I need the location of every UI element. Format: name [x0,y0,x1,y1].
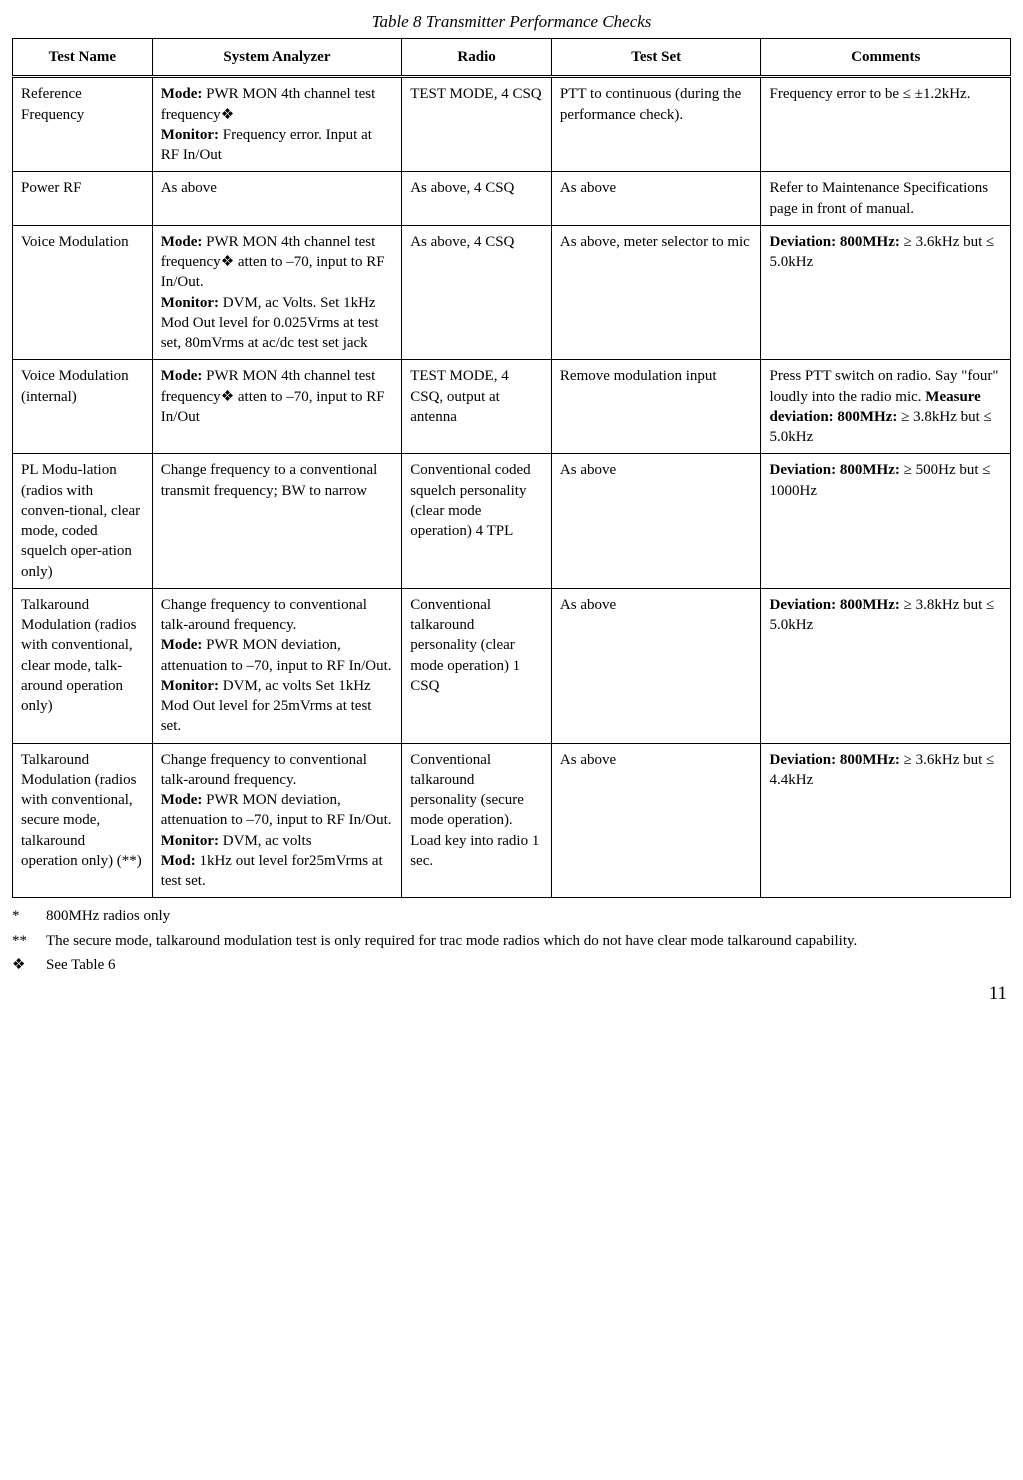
cell-test-set: As above [551,454,761,589]
label-deviation: Deviation: 800MHz: [769,234,899,250]
label-monitor: Monitor: [161,833,219,849]
cell-test-set: As above, meter selector to mic [551,225,761,360]
diamond-icon: ❖ [221,253,234,270]
footnote-mark: ** [12,931,46,951]
cell-comments: Frequency error to be ≤ ±1.2kHz. [761,77,1011,172]
footnote: ** The secure mode, talkaround modulatio… [12,931,1011,951]
cell-radio: Conventional talkaround personality (sec… [402,743,552,898]
table-row: Talkaround Modulation (radios with conve… [13,588,1011,743]
cell-system-analyzer: Change frequency to a conventional trans… [152,454,402,589]
text: DVM, ac volts [219,833,312,849]
page-number: 11 [12,983,1011,1005]
cell-test-set: As above [551,172,761,226]
cell-comments: Deviation: 800MHz: ≥ 3.8kHz but ≤ 5.0kHz [761,588,1011,743]
table-row: Power RF As above As above, 4 CSQ As abo… [13,172,1011,226]
header-comments: Comments [761,39,1011,77]
table-title: Table 8 Transmitter Performance Checks [12,12,1011,32]
cell-test-name: Voice Modulation [13,225,153,360]
label-mode: Mode: [161,86,203,102]
cell-system-analyzer: Mode: PWR MON 4th channel test frequency… [152,360,402,454]
footnote: ❖ See Table 6 [12,955,1011,975]
label-deviation: Deviation: 800MHz: [769,752,899,768]
cell-test-name: PL Modu-lation (radios with conven-tiona… [13,454,153,589]
footnote-text: The secure mode, talkaround modulation t… [46,931,857,951]
footnotes: * 800MHz radios only ** The secure mode,… [12,906,1011,975]
footnote: * 800MHz radios only [12,906,1011,926]
cell-radio: Conventional talkaround personality (cle… [402,588,552,743]
diamond-icon: ❖ [221,388,234,405]
cell-radio: As above, 4 CSQ [402,225,552,360]
cell-system-analyzer: Mode: PWR MON 4th channel test frequency… [152,225,402,360]
label-mod: Mod: [161,853,196,869]
cell-radio: TEST MODE, 4 CSQ [402,77,552,172]
cell-test-set: As above [551,743,761,898]
table-row: PL Modu-lation (radios with conven-tiona… [13,454,1011,589]
label-monitor: Monitor: [161,678,219,694]
cell-test-set: PTT to continuous (during the performanc… [551,77,761,172]
cell-comments: Deviation: 800MHz: ≥ 3.6kHz but ≤ 4.4kHz [761,743,1011,898]
label-mode: Mode: [161,234,203,250]
cell-comments: Deviation: 800MHz: ≥ 500Hz but ≤ 1000Hz [761,454,1011,589]
cell-radio: As above, 4 CSQ [402,172,552,226]
header-radio: Radio [402,39,552,77]
label-mode: Mode: [161,792,203,808]
table-row: Reference Frequency Mode: PWR MON 4th ch… [13,77,1011,172]
label-mode: Mode: [161,368,203,384]
cell-radio: Conventional coded squelch personality (… [402,454,552,589]
label-monitor: Monitor: [161,295,219,311]
table-row: Voice Modulation (internal) Mode: PWR MO… [13,360,1011,454]
cell-test-name: Talkaround Modulation (radios with conve… [13,743,153,898]
cell-test-name: Reference Frequency [13,77,153,172]
footnote-mark: ❖ [12,955,46,975]
label-deviation: Deviation: 800MHz: [769,597,899,613]
cell-system-analyzer: Change frequency to conventional talk-ar… [152,588,402,743]
cell-test-name: Talkaround Modulation (radios with conve… [13,588,153,743]
table-row: Talkaround Modulation (radios with conve… [13,743,1011,898]
cell-test-name: Voice Modulation (internal) [13,360,153,454]
cell-test-set: As above [551,588,761,743]
cell-comments: Refer to Maintenance Specifications page… [761,172,1011,226]
text: Change frequency to conventional talk-ar… [161,750,394,791]
performance-checks-table: Test Name System Analyzer Radio Test Set… [12,38,1011,898]
cell-comments: Press PTT switch on radio. Say "four" lo… [761,360,1011,454]
diamond-icon: ❖ [221,106,234,123]
cell-system-analyzer: Mode: PWR MON 4th channel test frequency… [152,77,402,172]
footnote-text: 800MHz radios only [46,906,170,926]
footnote-text: See Table 6 [46,955,116,975]
header-test-name: Test Name [13,39,153,77]
cell-system-analyzer: Change frequency to conventional talk-ar… [152,743,402,898]
label-mode: Mode: [161,637,203,653]
cell-radio: TEST MODE, 4 CSQ, output at antenna [402,360,552,454]
text: Change frequency to conventional talk-ar… [161,595,394,636]
label-monitor: Monitor: [161,127,219,143]
table-row: Voice Modulation Mode: PWR MON 4th chann… [13,225,1011,360]
cell-test-name: Power RF [13,172,153,226]
label-deviation: Deviation: 800MHz: [769,462,899,478]
footnote-mark: * [12,906,46,926]
cell-system-analyzer: As above [152,172,402,226]
cell-test-set: Remove modulation input [551,360,761,454]
header-test-set: Test Set [551,39,761,77]
cell-comments: Deviation: 800MHz: ≥ 3.6kHz but ≤ 5.0kHz [761,225,1011,360]
header-system-analyzer: System Analyzer [152,39,402,77]
table-header-row: Test Name System Analyzer Radio Test Set… [13,39,1011,77]
